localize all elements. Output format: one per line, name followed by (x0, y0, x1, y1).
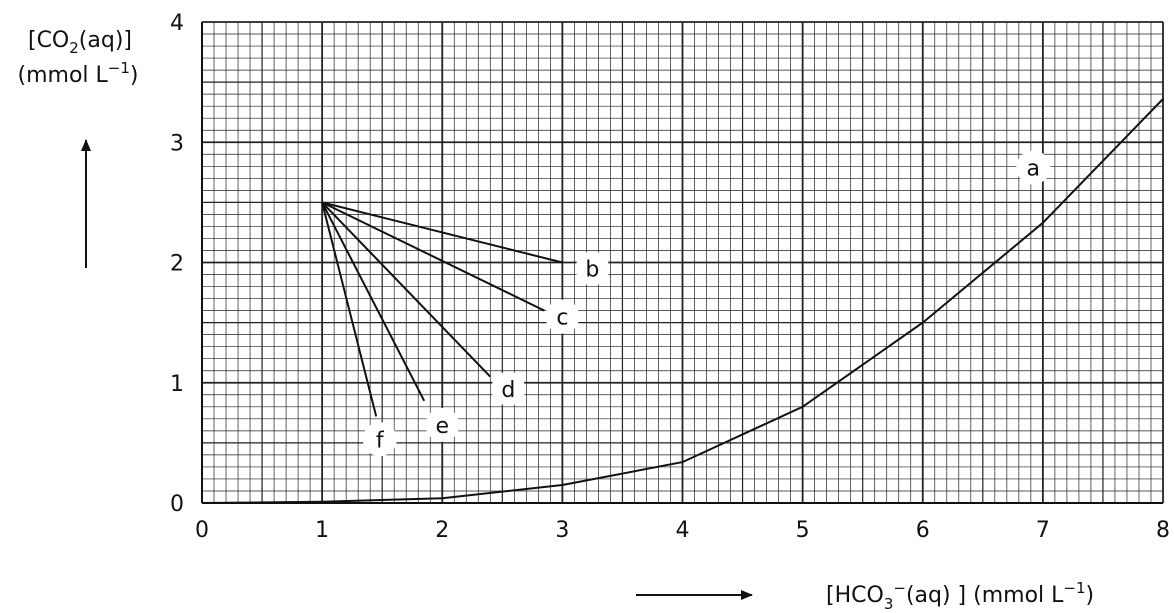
y-axis-label-line1: [CO2(aq)] (28, 28, 132, 57)
series-a-line (201, 98, 1164, 504)
tick-labels: 0 1 2 3 4 5 6 7 8 0 1 2 3 4 (170, 11, 1170, 543)
x-tick-label: 1 (315, 518, 329, 543)
series-d-label: d (501, 378, 515, 403)
y-tick-label: 0 (170, 492, 184, 517)
x-tick-label: 2 (435, 518, 449, 543)
series-f-label-bg (362, 422, 397, 457)
series-b-label: b (585, 258, 599, 283)
x-tick-label: 6 (916, 518, 930, 543)
x-tick-label: 7 (1036, 518, 1050, 543)
series-e-label: e (435, 414, 449, 439)
grid (201, 21, 1164, 504)
x-tick-label: 8 (1156, 518, 1170, 543)
series-e-label-bg (425, 407, 460, 442)
data-series: a bc d e f (201, 98, 1164, 504)
series-b-label-bg (575, 251, 610, 286)
series-c-label: c (556, 306, 568, 331)
y-tick-label: 3 (170, 131, 184, 156)
series-d-line (321, 201, 492, 378)
series-c-line (321, 201, 545, 312)
x-tick-label: 4 (676, 518, 690, 543)
series-a-label-bg (1016, 150, 1051, 185)
series-c-label-bg (545, 299, 580, 334)
y-tick-label: 4 (170, 11, 184, 36)
series-e-line (321, 201, 426, 402)
y-tick-label: 2 (170, 252, 184, 277)
series-f-line (321, 202, 378, 417)
series-d-label-bg (491, 371, 526, 406)
y-tick-label: 1 (170, 372, 184, 397)
x-tick-label: 5 (796, 518, 810, 543)
y-axis-label-line2: (mmol L−1) (18, 59, 139, 88)
x-tick-label: 0 (195, 518, 209, 543)
x-axis-label: [HCO3−(aq) ] (mmol L−1) (826, 579, 1094, 613)
series-f-label: f (376, 428, 385, 453)
series-a-label: a (1027, 157, 1040, 182)
x-tick-label: 3 (555, 518, 569, 543)
series-b-line (321, 201, 563, 264)
